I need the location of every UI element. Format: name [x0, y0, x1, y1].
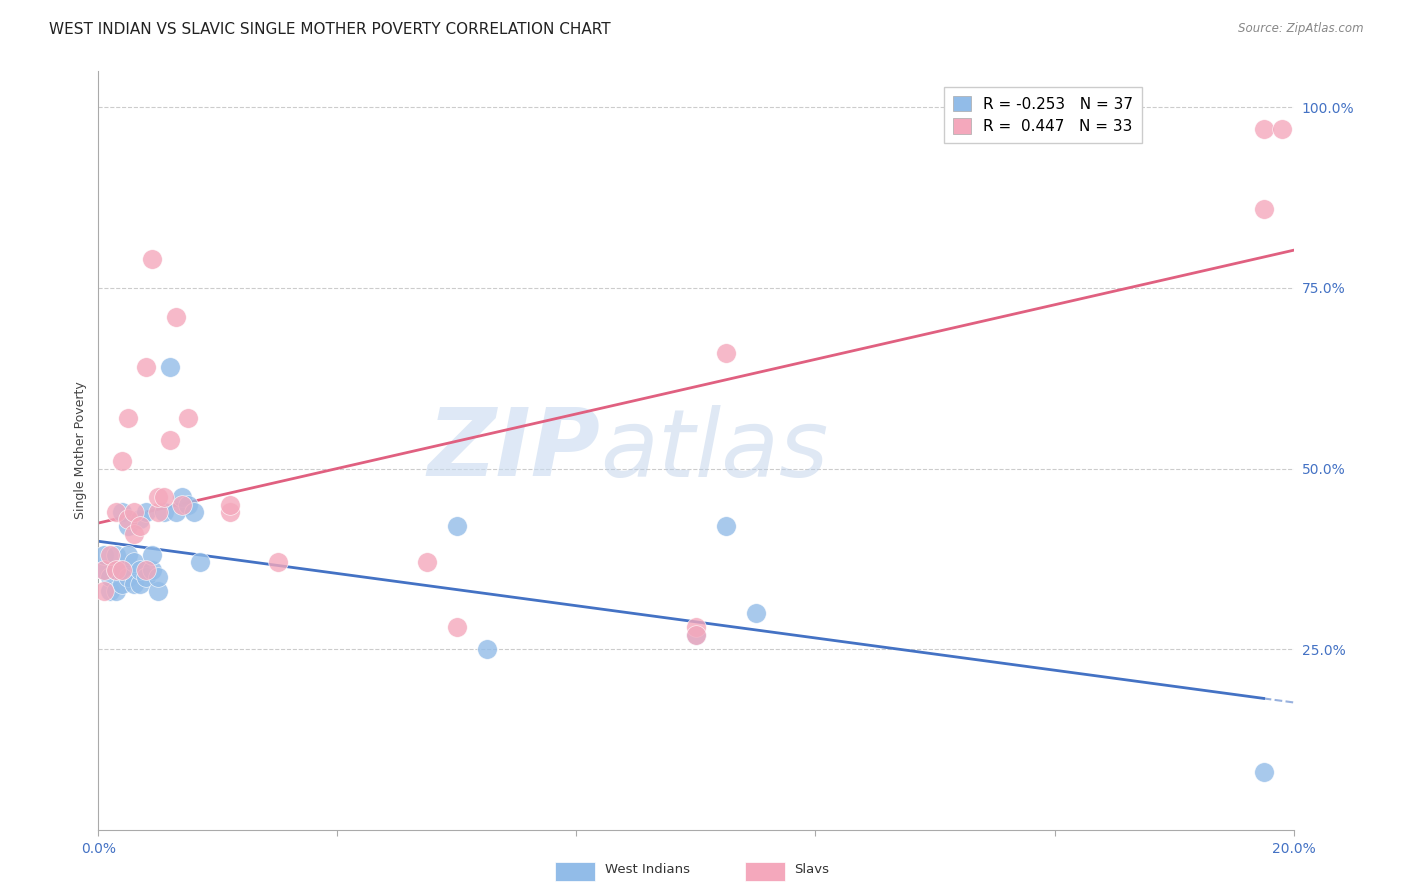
Point: [93, 563, 115, 577]
Point: [165, 505, 187, 519]
Point: [475, 642, 498, 657]
Point: [124, 505, 146, 519]
Point: [416, 555, 439, 569]
Point: [1253, 764, 1275, 779]
Point: [219, 498, 242, 512]
Point: [135, 563, 157, 577]
Point: [135, 570, 157, 584]
Point: [117, 519, 139, 533]
Point: [93, 563, 115, 577]
Point: [93, 548, 115, 562]
Point: [105, 584, 128, 599]
Point: [188, 555, 211, 569]
Legend: R = -0.253   N = 37, R =  0.447   N = 33: R = -0.253 N = 37, R = 0.447 N = 33: [943, 87, 1143, 143]
Point: [745, 606, 768, 620]
Point: [159, 433, 181, 447]
Point: [141, 548, 163, 562]
Point: [1253, 202, 1275, 216]
Point: [165, 310, 187, 324]
Text: atlas: atlas: [600, 405, 828, 496]
Point: [124, 555, 146, 569]
Point: [135, 505, 157, 519]
Point: [148, 491, 170, 505]
Point: [172, 498, 194, 512]
Point: [129, 563, 152, 577]
Point: [111, 454, 134, 468]
Point: [98, 548, 122, 562]
Point: [105, 505, 128, 519]
Text: Slavs: Slavs: [794, 863, 830, 876]
Point: [446, 620, 468, 634]
Point: [111, 577, 134, 591]
Point: [148, 505, 170, 519]
Point: [177, 411, 200, 425]
Point: [93, 584, 115, 599]
Point: [98, 570, 122, 584]
Point: [111, 563, 134, 577]
Y-axis label: Single Mother Poverty: Single Mother Poverty: [75, 382, 87, 519]
Text: ZIP: ZIP: [427, 404, 600, 497]
Point: [105, 563, 128, 577]
Point: [714, 519, 737, 533]
Point: [685, 627, 707, 641]
Point: [124, 526, 146, 541]
Point: [117, 512, 139, 526]
Point: [153, 505, 176, 519]
Point: [124, 577, 146, 591]
Point: [111, 505, 134, 519]
Point: [172, 491, 194, 505]
Point: [159, 360, 181, 375]
Point: [117, 548, 139, 562]
Point: [267, 555, 290, 569]
Point: [98, 584, 122, 599]
Point: [141, 563, 163, 577]
Point: [714, 346, 737, 360]
Point: [685, 627, 707, 641]
Point: [141, 252, 163, 266]
Point: [105, 548, 128, 562]
Point: [111, 563, 134, 577]
Point: [685, 620, 707, 634]
Point: [117, 570, 139, 584]
Point: [148, 570, 170, 584]
Text: Source: ZipAtlas.com: Source: ZipAtlas.com: [1239, 22, 1364, 36]
Point: [446, 519, 468, 533]
Point: [1271, 122, 1294, 136]
Point: [153, 491, 176, 505]
Point: [177, 498, 200, 512]
Point: [129, 577, 152, 591]
Point: [1253, 122, 1275, 136]
Point: [148, 584, 170, 599]
Point: [129, 512, 152, 526]
Point: [129, 519, 152, 533]
Text: WEST INDIAN VS SLAVIC SINGLE MOTHER POVERTY CORRELATION CHART: WEST INDIAN VS SLAVIC SINGLE MOTHER POVE…: [49, 22, 610, 37]
Text: West Indians: West Indians: [605, 863, 689, 876]
Point: [105, 563, 128, 577]
Point: [135, 360, 157, 375]
Point: [219, 505, 242, 519]
Point: [117, 411, 139, 425]
Point: [183, 505, 205, 519]
